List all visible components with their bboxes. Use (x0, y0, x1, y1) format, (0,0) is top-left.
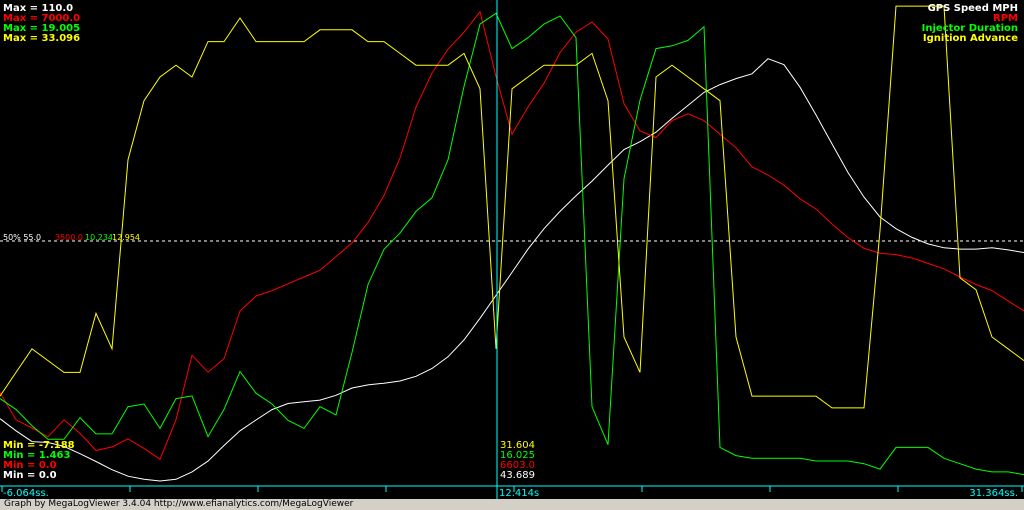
time-label-right: 31.364ss. (969, 488, 1018, 499)
min-label-ignition: Min = -7.188 (3, 440, 75, 451)
legend-rpm: RPM (993, 13, 1018, 24)
legend-ignition: Ignition Advance (923, 33, 1018, 44)
legend-speed: GPS Speed MPH (928, 3, 1018, 14)
midline-injector: 10.234 (85, 233, 113, 242)
cursor-value-ignition: 31.604 (500, 440, 535, 451)
max-label-rpm: Max = 7000.0 (3, 13, 80, 24)
footer-credit: Graph by MegaLogViewer 3.4.04 http://www… (0, 499, 1024, 510)
series-layer (0, 5, 1024, 482)
series-line-gps-speed-mph (0, 58, 1024, 482)
max-label-injector: Max = 19.005 (3, 23, 80, 34)
series-line-rpm (0, 10, 1024, 460)
cursor-value-injector: 16.025 (500, 450, 535, 461)
midline-ignition: 12.954 (112, 233, 140, 242)
series-line-ignition-advance (0, 5, 1024, 409)
cursor-value-speed: 43.689 (500, 470, 535, 481)
max-label-ignition: Max = 33.096 (3, 33, 80, 44)
min-label-rpm: Min = 0.0 (3, 460, 57, 471)
series-line-injector-duration (0, 12, 1024, 476)
time-label-cursor: 12.414s (499, 488, 539, 499)
max-label-speed: Max = 110.0 (3, 3, 73, 14)
midline-label: 50% 55.0 (3, 233, 41, 242)
min-label-speed: Min = 0.0 (3, 470, 57, 481)
time-label-left: -6.064ss. (3, 488, 49, 499)
midline-rpm: 3500.0 (55, 233, 83, 242)
time-axis-ticks (1, 486, 1023, 492)
cursor-value-rpm: 6603.0 (500, 460, 535, 471)
min-label-injector: Min = 1.463 (3, 450, 71, 461)
legend-injector: Injector Duration (922, 23, 1018, 34)
